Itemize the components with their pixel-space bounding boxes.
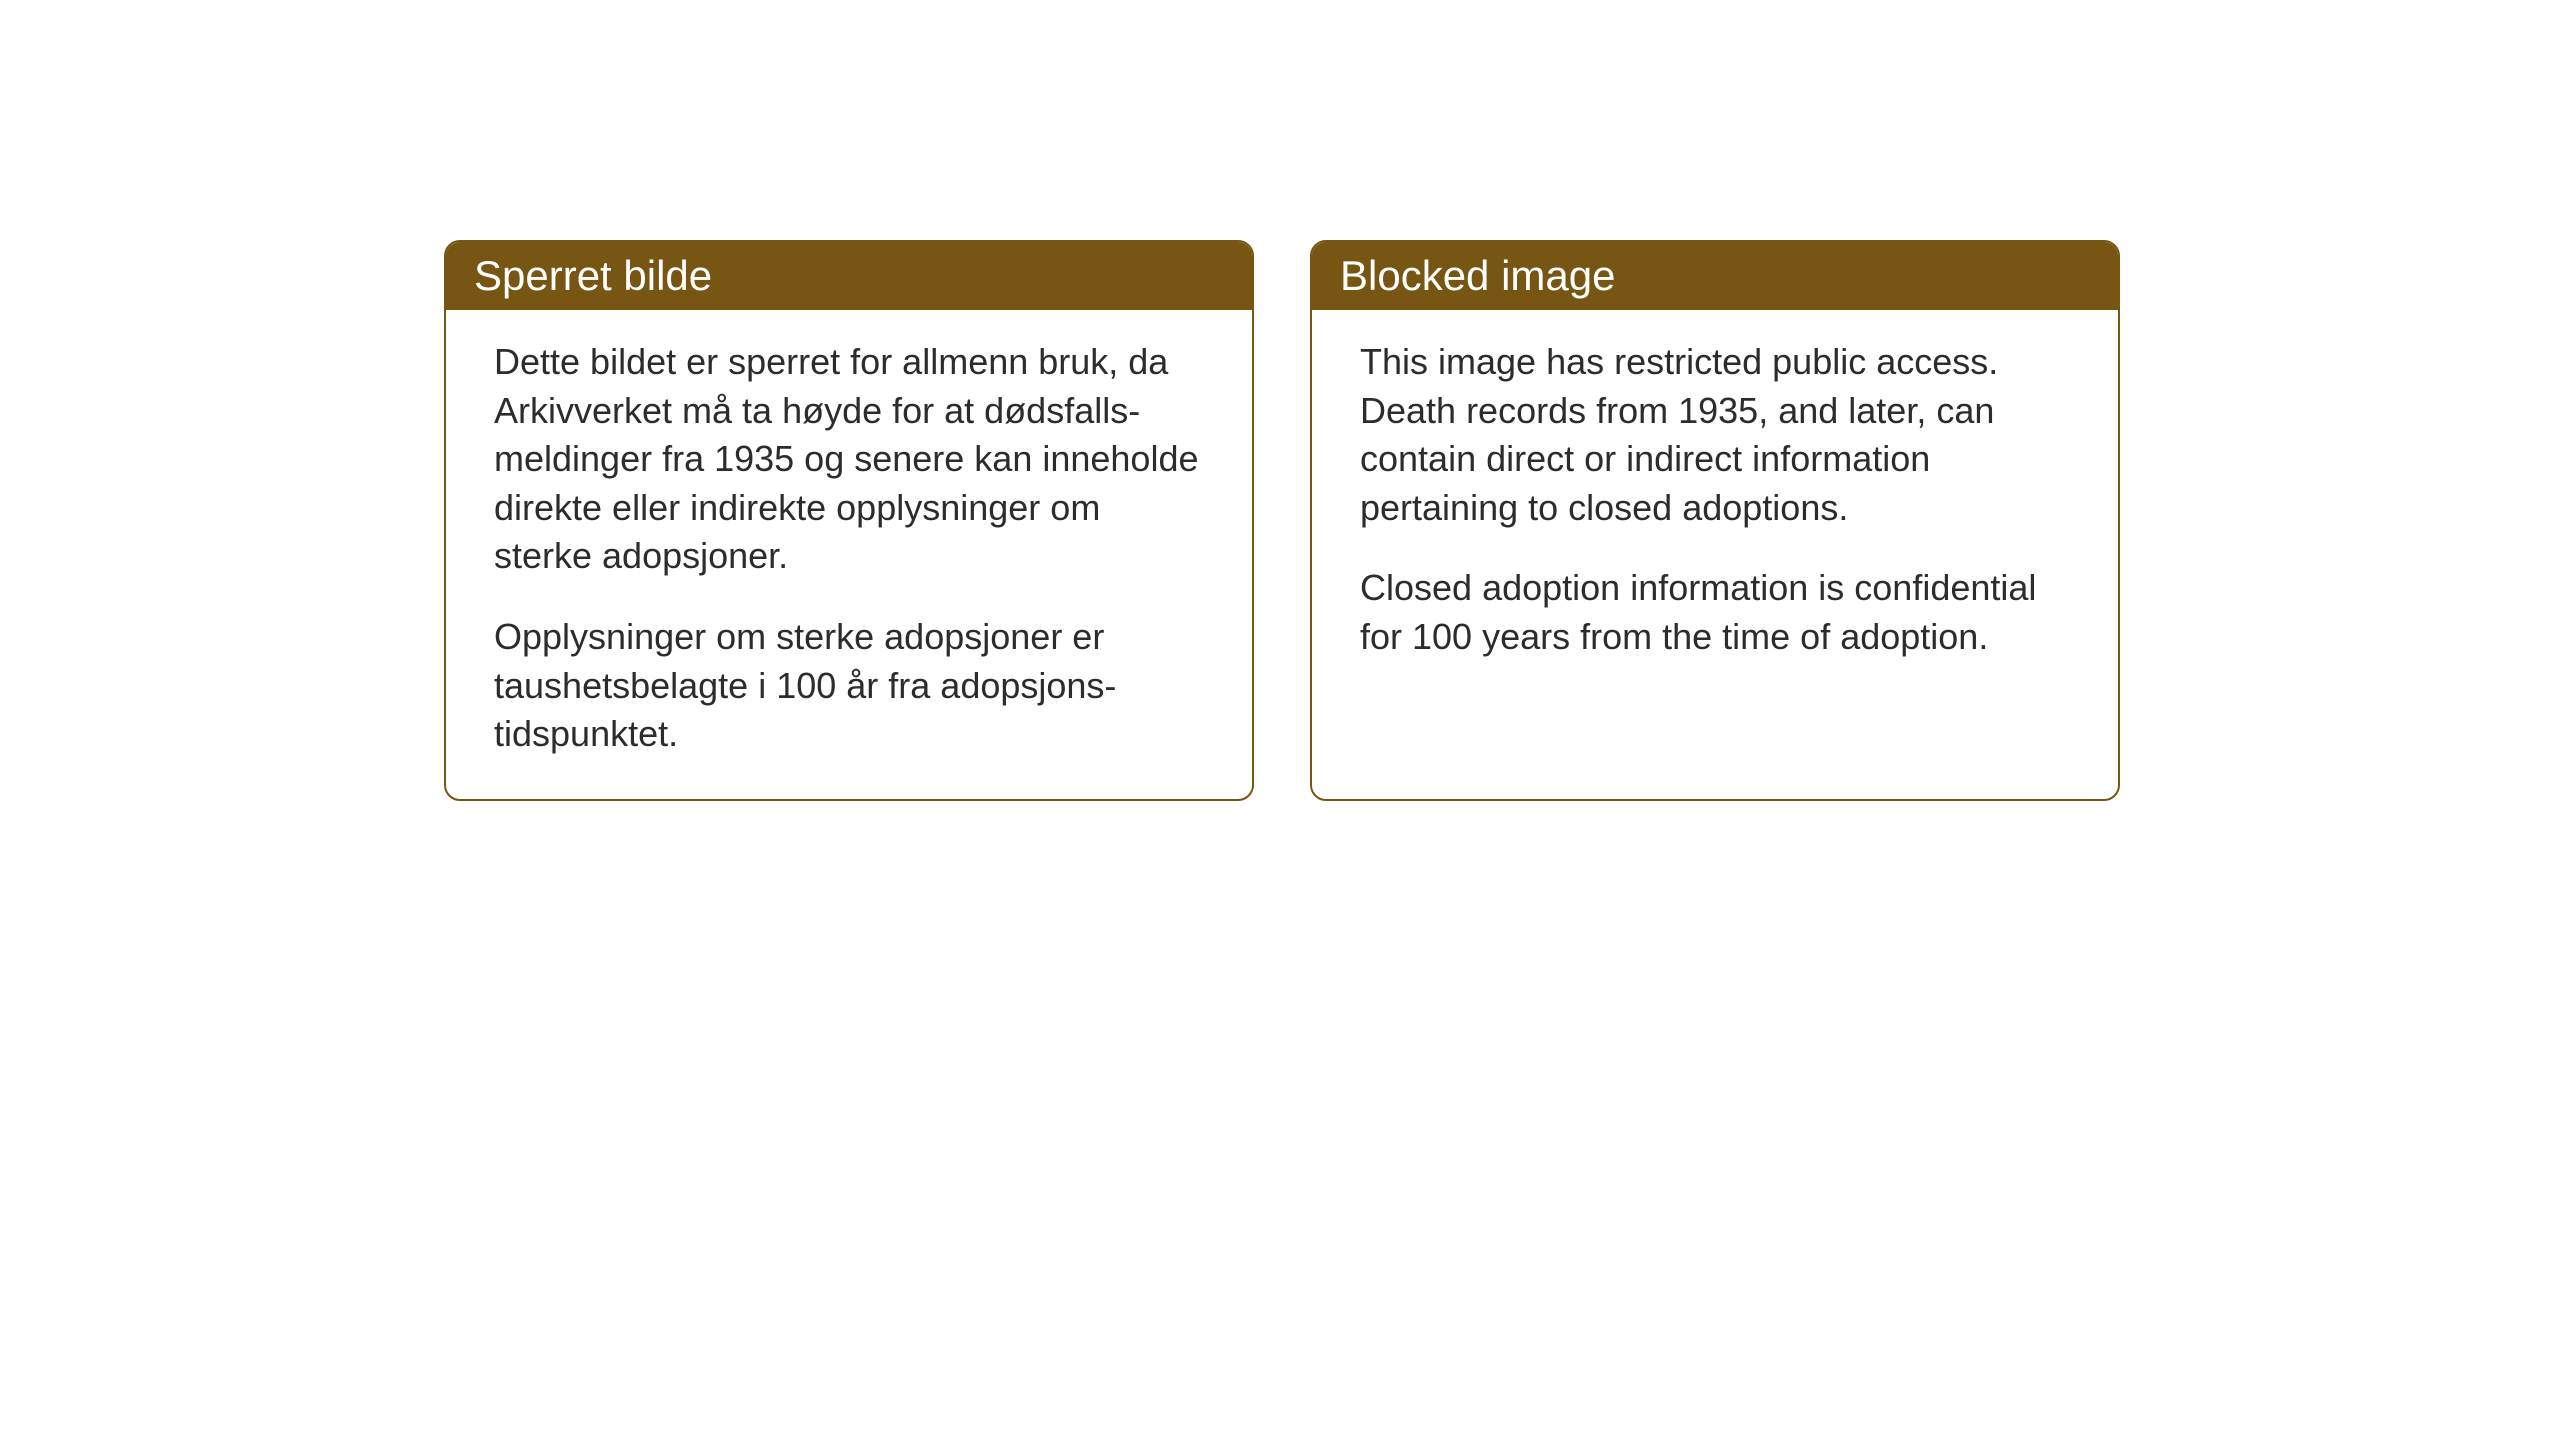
notice-title-english: Blocked image [1340,252,1615,299]
notice-paragraph-english-1: This image has restricted public access.… [1360,338,2070,532]
notice-container: Sperret bilde Dette bildet er sperret fo… [444,240,2120,801]
notice-paragraph-norwegian-2: Opplysninger om sterke adopsjoner er tau… [494,613,1204,759]
notice-paragraph-norwegian-1: Dette bildet er sperret for allmenn bruk… [494,338,1204,581]
notice-body-english: This image has restricted public access.… [1312,310,2118,799]
notice-title-norwegian: Sperret bilde [474,252,712,299]
notice-header-norwegian: Sperret bilde [446,242,1252,310]
notice-body-norwegian: Dette bildet er sperret for allmenn bruk… [446,310,1252,799]
notice-paragraph-english-2: Closed adoption information is confident… [1360,564,2070,661]
notice-header-english: Blocked image [1312,242,2118,310]
notice-card-english: Blocked image This image has restricted … [1310,240,2120,801]
notice-card-norwegian: Sperret bilde Dette bildet er sperret fo… [444,240,1254,801]
